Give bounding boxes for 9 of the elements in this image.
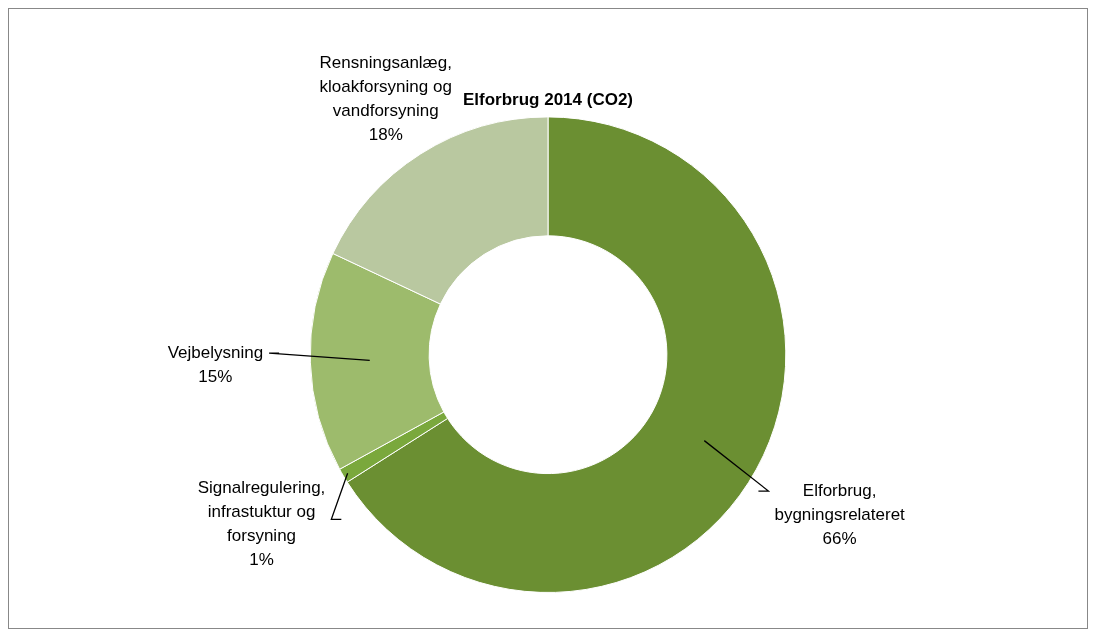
- data-label: 1%: [249, 549, 274, 569]
- slice-label: Signalregulering, infrastuktur og forsyning: [197, 477, 326, 545]
- data-label: 15%: [198, 366, 233, 386]
- data-label: 66%: [822, 528, 857, 548]
- slice-label: Rensningsanlæg, kloakforsyning og vandforsyning: [319, 52, 452, 120]
- slice-label: Vejbelysning: [167, 342, 264, 362]
- text: Elforbrug 2014 (CO2): [462, 89, 634, 109]
- slice-label: Elforbrug, bygningsrelateret: [774, 480, 906, 524]
- data-label: 18%: [368, 124, 403, 144]
